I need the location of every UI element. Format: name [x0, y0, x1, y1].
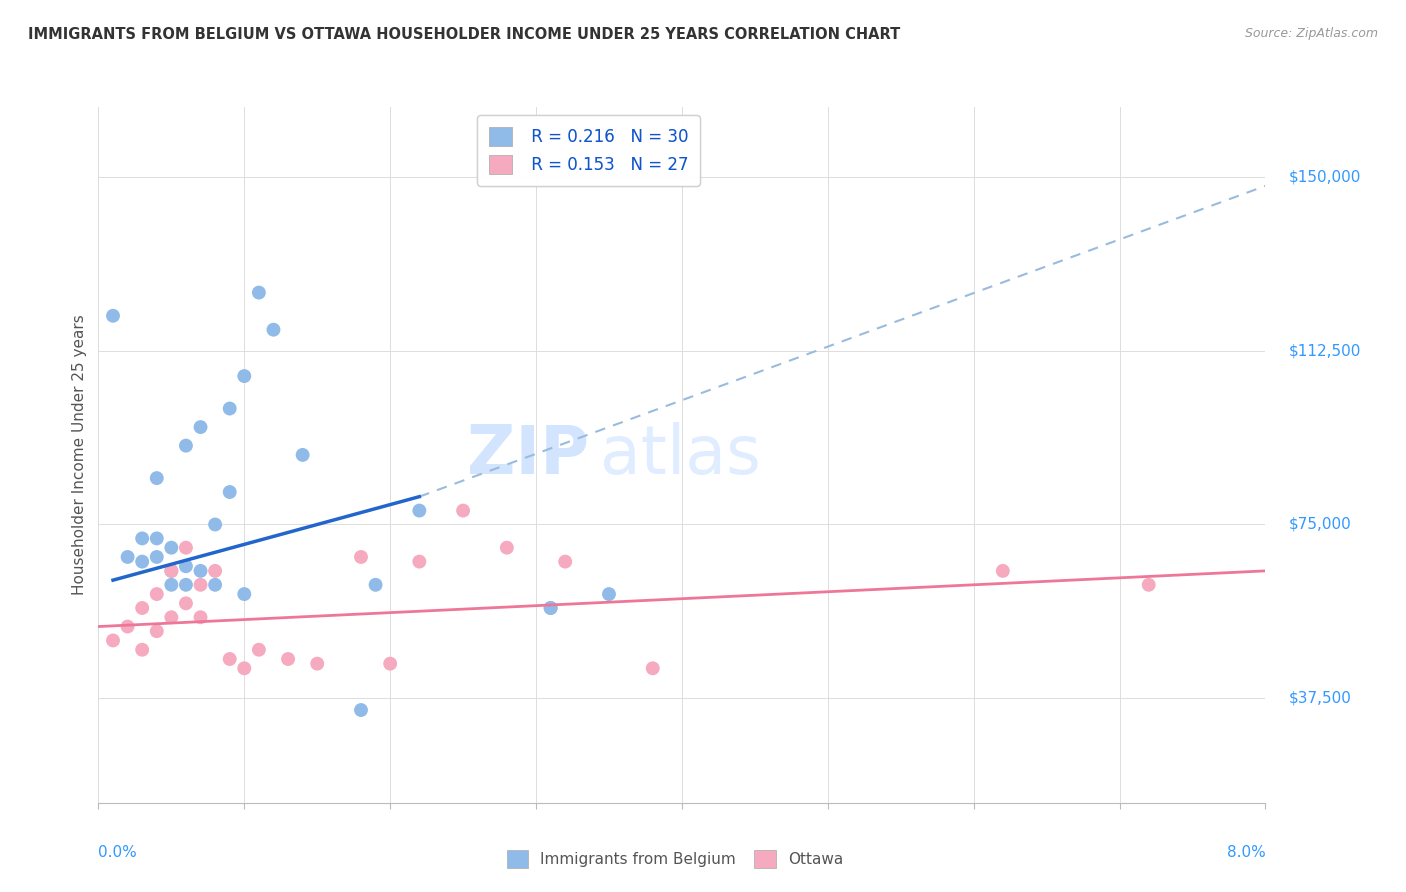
- Point: [307, 657, 329, 671]
- Point: [146, 471, 169, 485]
- Point: [131, 532, 153, 546]
- Point: [117, 549, 139, 564]
- Text: 0.0%: 0.0%: [98, 845, 138, 860]
- Point: [131, 555, 153, 569]
- Text: atlas: atlas: [600, 422, 761, 488]
- Point: [131, 642, 153, 657]
- Point: [174, 541, 197, 555]
- Point: [378, 657, 402, 671]
- Legend: Immigrants from Belgium, Ottawa: Immigrants from Belgium, Ottawa: [499, 843, 851, 875]
- Point: [174, 596, 197, 610]
- Point: [247, 285, 270, 300]
- Point: [218, 485, 240, 500]
- Point: [598, 587, 620, 601]
- Point: [233, 661, 256, 675]
- Point: [350, 549, 373, 564]
- Point: [146, 624, 169, 639]
- Text: $75,000: $75,000: [1289, 517, 1351, 532]
- Point: [174, 439, 197, 453]
- Point: [204, 578, 226, 592]
- Point: [146, 549, 169, 564]
- Point: [190, 610, 212, 624]
- Point: [218, 652, 240, 666]
- Point: [131, 601, 153, 615]
- Point: [160, 578, 183, 592]
- Point: [364, 578, 387, 592]
- Point: [204, 517, 226, 532]
- Point: [408, 503, 430, 517]
- Point: [233, 369, 256, 384]
- Point: [540, 601, 562, 615]
- Point: [190, 564, 212, 578]
- Point: [540, 601, 562, 615]
- Point: [408, 555, 430, 569]
- Point: [233, 587, 256, 601]
- Text: Source: ZipAtlas.com: Source: ZipAtlas.com: [1244, 27, 1378, 40]
- Y-axis label: Householder Income Under 25 years: Householder Income Under 25 years: [72, 315, 87, 595]
- Point: [174, 559, 197, 574]
- Text: 8.0%: 8.0%: [1226, 845, 1265, 860]
- Point: [291, 448, 314, 462]
- Point: [1137, 578, 1160, 592]
- Point: [117, 619, 139, 633]
- Text: ZIP: ZIP: [467, 422, 589, 488]
- Text: $112,500: $112,500: [1289, 343, 1361, 358]
- Point: [451, 503, 474, 517]
- Point: [277, 652, 299, 666]
- Legend:  R = 0.216   N = 30,  R = 0.153   N = 27: R = 0.216 N = 30, R = 0.153 N = 27: [477, 115, 700, 186]
- Point: [204, 564, 226, 578]
- Point: [160, 610, 183, 624]
- Point: [991, 564, 1014, 578]
- Point: [146, 587, 169, 601]
- Point: [190, 578, 212, 592]
- Point: [641, 661, 664, 675]
- Point: [160, 541, 183, 555]
- Point: [554, 555, 576, 569]
- Point: [174, 578, 197, 592]
- Text: $37,500: $37,500: [1289, 691, 1351, 706]
- Point: [146, 532, 169, 546]
- Point: [262, 323, 284, 337]
- Point: [350, 703, 373, 717]
- Point: [247, 642, 270, 657]
- Point: [218, 401, 240, 416]
- Point: [160, 564, 183, 578]
- Text: $150,000: $150,000: [1289, 169, 1361, 184]
- Point: [101, 309, 124, 323]
- Text: IMMIGRANTS FROM BELGIUM VS OTTAWA HOUSEHOLDER INCOME UNDER 25 YEARS CORRELATION : IMMIGRANTS FROM BELGIUM VS OTTAWA HOUSEH…: [28, 27, 900, 42]
- Point: [496, 541, 519, 555]
- Point: [101, 633, 124, 648]
- Point: [190, 420, 212, 434]
- Point: [160, 564, 183, 578]
